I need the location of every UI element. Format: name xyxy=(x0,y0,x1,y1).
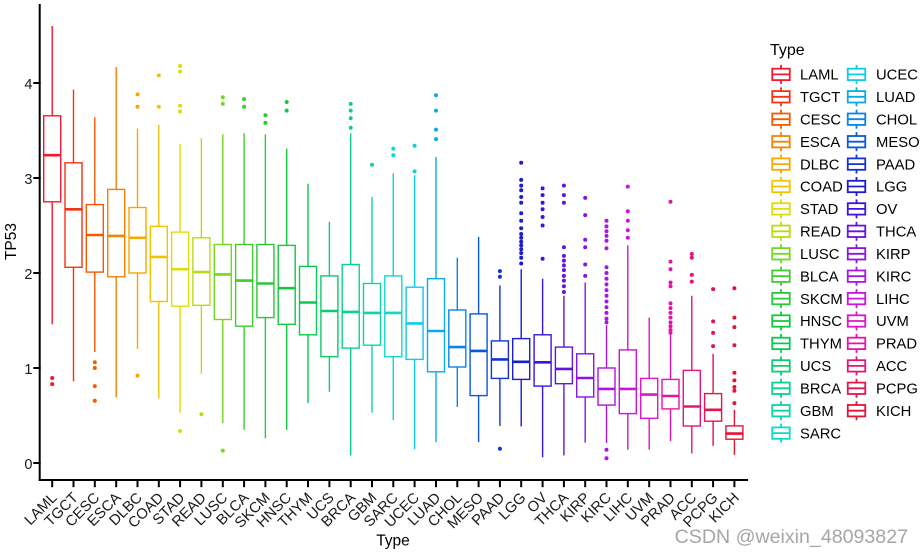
svg-text:KIRP: KIRP xyxy=(876,247,911,263)
svg-text:LGG: LGG xyxy=(876,180,907,196)
svg-text:SARC: SARC xyxy=(800,426,841,442)
svg-text:CESC: CESC xyxy=(800,112,841,128)
svg-text:ESCA: ESCA xyxy=(800,135,840,151)
svg-text:1: 1 xyxy=(24,362,32,378)
svg-text:PAAD: PAAD xyxy=(876,157,915,173)
svg-text:ACC: ACC xyxy=(876,359,908,375)
svg-text:OV: OV xyxy=(876,202,898,218)
svg-text:PCPG: PCPG xyxy=(876,382,918,398)
svg-text:COAD: COAD xyxy=(800,180,843,196)
svg-text:CSDN @weixin_48093827: CSDN @weixin_48093827 xyxy=(675,526,908,548)
svg-text:4: 4 xyxy=(24,77,32,93)
svg-text:UVM: UVM xyxy=(876,314,909,330)
svg-text:READ: READ xyxy=(800,225,841,241)
svg-text:TGCT: TGCT xyxy=(800,90,840,106)
svg-text:DLBC: DLBC xyxy=(800,157,840,173)
svg-text:KIRC: KIRC xyxy=(876,269,912,285)
svg-text:SKCM: SKCM xyxy=(800,292,843,308)
svg-text:0: 0 xyxy=(24,457,32,473)
svg-text:CHOL: CHOL xyxy=(876,112,917,128)
svg-text:BRCA: BRCA xyxy=(800,382,841,398)
svg-text:TP53: TP53 xyxy=(3,223,20,260)
svg-text:UCS: UCS xyxy=(800,359,831,375)
svg-text:UCEC: UCEC xyxy=(876,68,918,84)
svg-text:LUAD: LUAD xyxy=(876,90,915,106)
svg-text:THYM: THYM xyxy=(800,337,842,353)
svg-text:STAD: STAD xyxy=(800,202,838,218)
svg-text:LUSC: LUSC xyxy=(800,247,840,263)
svg-text:PRAD: PRAD xyxy=(876,337,917,353)
svg-text:3: 3 xyxy=(24,172,32,188)
svg-text:BLCA: BLCA xyxy=(800,269,839,285)
svg-text:Type: Type xyxy=(376,533,410,550)
svg-text:GBM: GBM xyxy=(800,404,834,420)
svg-text:KICH: KICH xyxy=(876,404,911,420)
svg-text:HNSC: HNSC xyxy=(800,314,842,330)
svg-text:MESO: MESO xyxy=(876,135,920,151)
svg-text:2: 2 xyxy=(24,267,32,283)
svg-text:THCA: THCA xyxy=(876,225,916,241)
svg-text:LIHC: LIHC xyxy=(876,292,910,308)
svg-text:LAML: LAML xyxy=(800,68,839,84)
svg-text:Type: Type xyxy=(770,42,805,59)
